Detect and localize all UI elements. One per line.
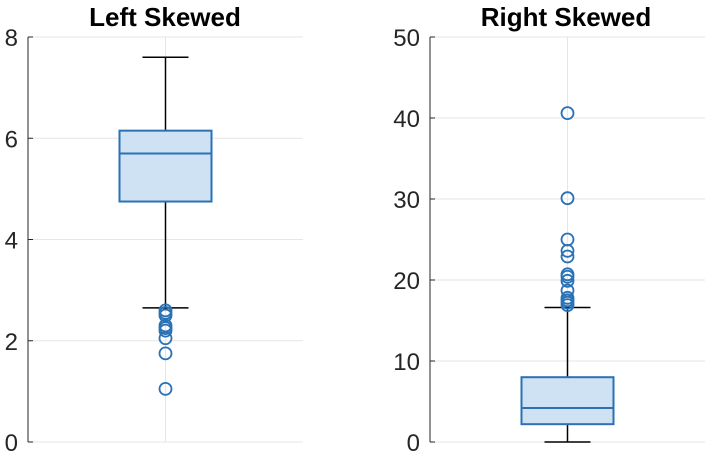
iqr-box: [118, 129, 213, 203]
chart-title: Left Skewed: [89, 2, 241, 32]
y-tick-label: 50: [393, 25, 420, 52]
outlier-point: [158, 381, 173, 396]
outlier-point: [560, 106, 575, 121]
outlier-point: [560, 269, 575, 284]
y-tick-label: 6: [5, 126, 18, 153]
outlier-point: [560, 249, 575, 264]
iqr-box: [520, 376, 615, 426]
chart-title: Right Skewed: [481, 2, 651, 32]
y-tick-label: 10: [393, 349, 420, 376]
left-skewed-panel: Left Skewed 0 2 4 6 8: [5, 2, 303, 457]
outlier-point: [158, 346, 173, 361]
y-tick-label: 2: [5, 329, 18, 356]
y-tick-label: 8: [5, 25, 18, 52]
y-tick-label: 0: [5, 430, 18, 457]
outlier-point: [158, 323, 173, 338]
y-tick-label: 20: [393, 268, 420, 295]
outlier-point: [560, 191, 575, 206]
outlier-point: [560, 298, 575, 313]
y-tick-label: 30: [393, 187, 420, 214]
outlier-point: [560, 273, 575, 288]
outlier-point: [158, 331, 173, 346]
outlier-point: [560, 243, 575, 258]
y-tick-label: 4: [5, 228, 18, 255]
y-tick-label: 0: [407, 430, 420, 457]
y-tick-label: 40: [393, 106, 420, 133]
right-skewed-panel: Right Skewed 0 10 20 30 40 50: [393, 2, 705, 457]
